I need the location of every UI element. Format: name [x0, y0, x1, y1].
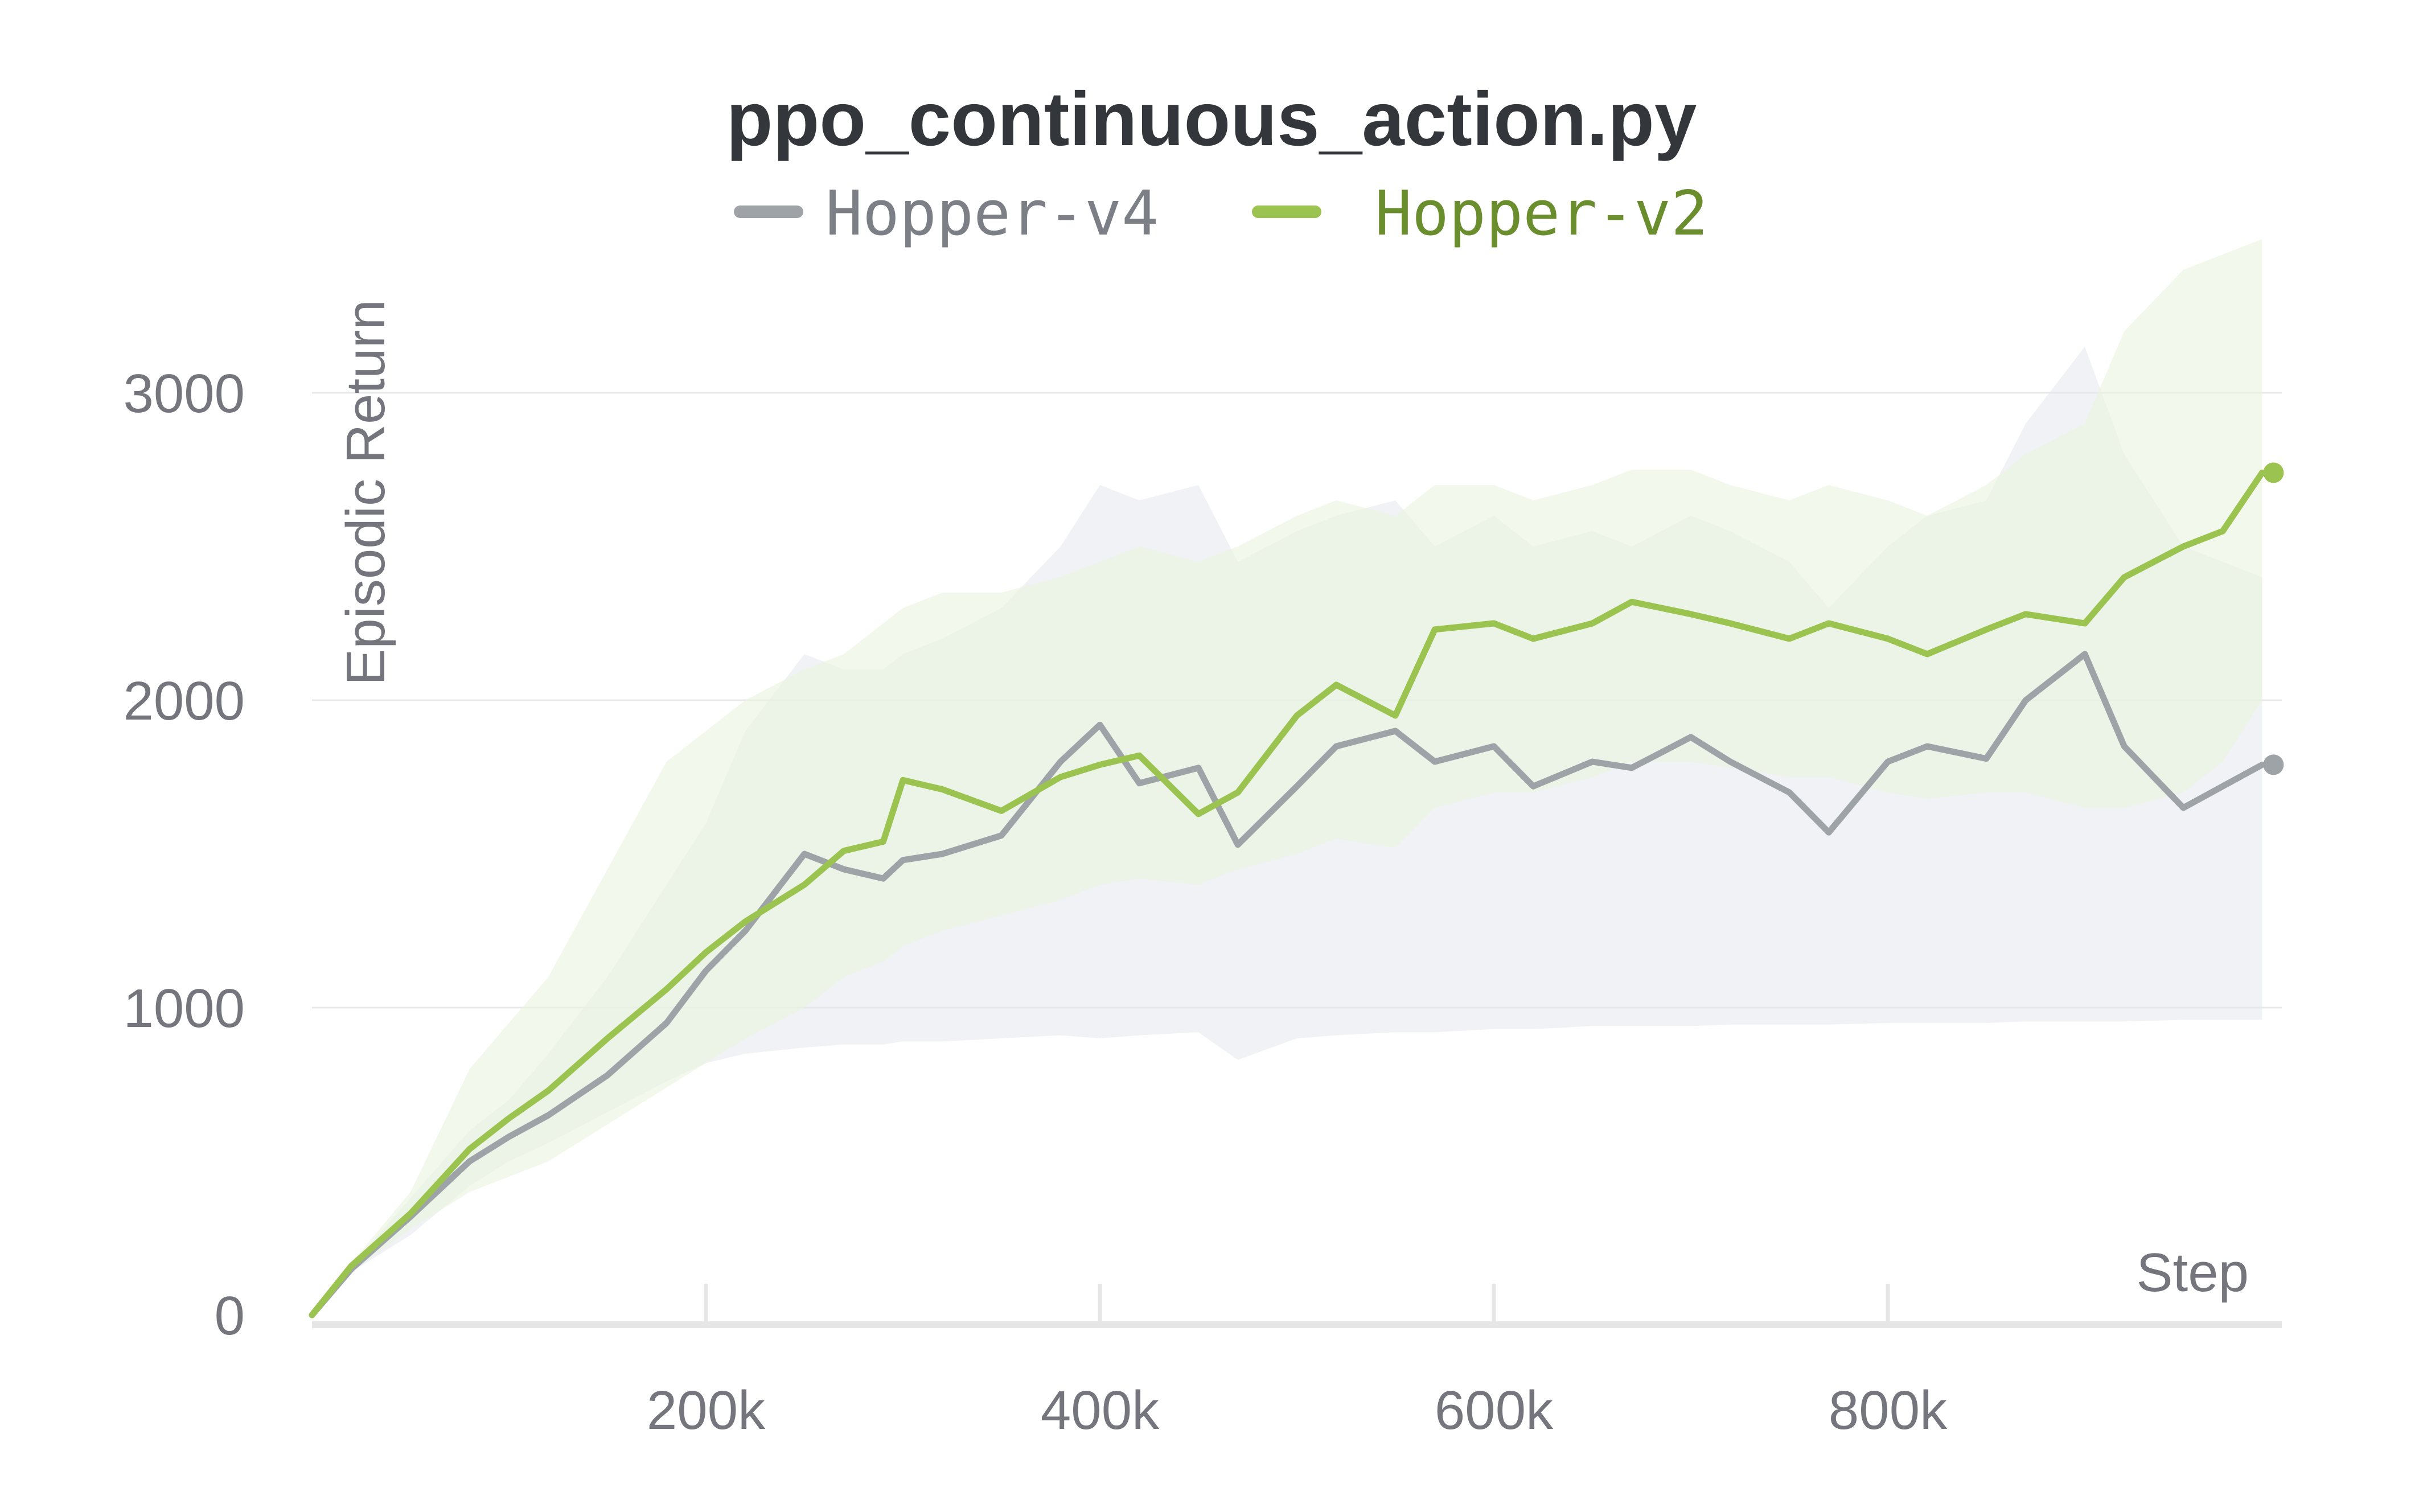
x-axis-ticks: 200k 400k 600k 800k — [647, 1284, 1948, 1441]
y-tick-label-3: 3000 — [123, 363, 245, 424]
x-axis-label: Step — [2137, 1242, 2249, 1303]
legend-label-hopper-v2: Hopper-v2 — [1375, 178, 1708, 249]
x-tick-label-1: 400k — [1041, 1380, 1160, 1441]
legend: Hopper-v4 Hopper-v2 — [734, 178, 1708, 249]
band-hopper-v2 — [312, 239, 2262, 1315]
series-line-hopper-v2[interactable] — [309, 469, 2265, 1318]
y-tick-label-2: 2000 — [123, 671, 245, 732]
x-tick-label-3: 800k — [1829, 1380, 1948, 1441]
y-axis-label: Episodic Return — [335, 299, 396, 685]
y-tick-label-1: 1000 — [123, 978, 245, 1039]
confidence-bands — [312, 239, 2262, 1315]
y-tick-label-0: 0 — [215, 1285, 245, 1346]
endpoint-hopper-v2[interactable] — [2263, 462, 2284, 483]
series-line-hopper-v4[interactable] — [309, 651, 2265, 1318]
x-tick-label-0: 200k — [647, 1380, 766, 1441]
legend-label-hopper-v4: Hopper-v4 — [826, 178, 1159, 249]
series-endpoints — [2263, 462, 2284, 775]
y-axis-ticks: 0 1000 2000 3000 — [123, 363, 245, 1346]
x-tick-label-2: 600k — [1435, 1380, 1554, 1441]
legend-item-hopper-v4[interactable]: Hopper-v4 — [734, 178, 1159, 249]
endpoint-hopper-v4[interactable] — [2263, 754, 2284, 775]
series-lines — [309, 469, 2265, 1318]
chart-title: ppo_continuous_action.py — [726, 77, 1697, 162]
legend-item-hopper-v2[interactable]: Hopper-v2 — [1252, 178, 1708, 249]
